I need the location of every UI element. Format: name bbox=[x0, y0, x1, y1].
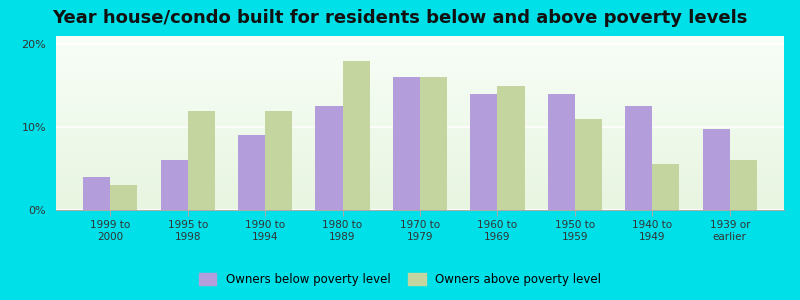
Bar bbox=[575, 119, 602, 210]
Bar bbox=[342, 61, 370, 210]
Bar bbox=[652, 164, 679, 210]
Bar bbox=[315, 106, 342, 210]
Bar bbox=[393, 77, 420, 210]
Bar bbox=[548, 94, 575, 210]
Bar bbox=[730, 160, 757, 210]
Bar bbox=[188, 111, 214, 210]
Bar bbox=[420, 77, 447, 210]
Bar bbox=[626, 106, 652, 210]
Bar bbox=[498, 86, 525, 210]
Bar bbox=[265, 111, 292, 210]
Bar bbox=[470, 94, 498, 210]
Bar bbox=[238, 135, 265, 210]
Bar bbox=[110, 185, 138, 210]
Bar bbox=[702, 129, 730, 210]
Bar bbox=[161, 160, 188, 210]
Text: Year house/condo built for residents below and above poverty levels: Year house/condo built for residents bel… bbox=[52, 9, 748, 27]
Bar bbox=[83, 177, 110, 210]
Legend: Owners below poverty level, Owners above poverty level: Owners below poverty level, Owners above… bbox=[194, 268, 606, 291]
